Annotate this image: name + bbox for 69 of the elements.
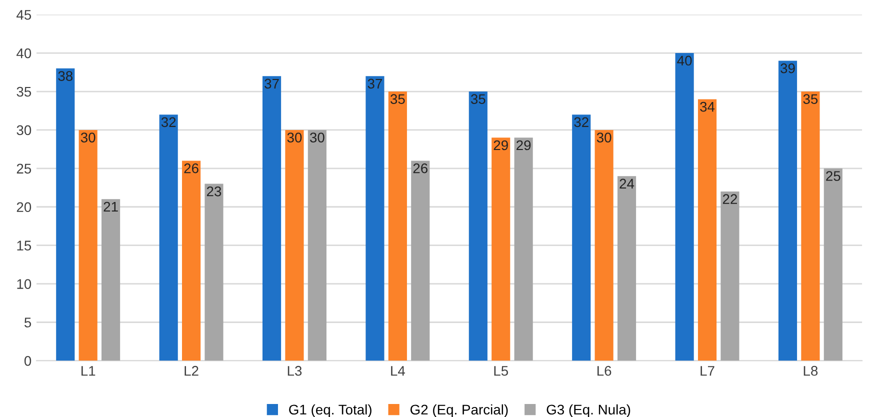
data-label: 30 bbox=[287, 132, 302, 142]
data-label: 26 bbox=[413, 163, 428, 174]
bar bbox=[801, 92, 820, 361]
bar bbox=[262, 76, 282, 361]
x-tick-label: L8 bbox=[804, 366, 818, 376]
bar bbox=[411, 160, 430, 361]
data-label: 38 bbox=[58, 71, 73, 81]
bar bbox=[204, 184, 224, 361]
data-label: 35 bbox=[803, 94, 818, 104]
bar bbox=[159, 114, 178, 361]
bar bbox=[388, 92, 407, 361]
y-tick-label: 20 bbox=[16, 202, 32, 212]
bar bbox=[572, 114, 591, 361]
y-tick-label: 15 bbox=[17, 240, 32, 251]
legend-label: G2 (Eq. Parcial) bbox=[410, 404, 508, 417]
data-label: 30 bbox=[310, 132, 324, 142]
x-tick-label: L3 bbox=[288, 366, 302, 376]
x-tick-label: L4 bbox=[391, 366, 405, 376]
y-tick-label: 25 bbox=[16, 164, 32, 174]
bar bbox=[468, 92, 488, 361]
x-tick-label: L7 bbox=[700, 366, 714, 376]
y-tick-label: 5 bbox=[24, 318, 32, 328]
data-label: 37 bbox=[264, 78, 279, 89]
bar bbox=[698, 99, 717, 361]
data-label: 29 bbox=[494, 140, 508, 150]
data-label: 29 bbox=[516, 140, 531, 150]
bar bbox=[675, 53, 694, 361]
legend-label: G1 (eq. Total) bbox=[289, 404, 372, 417]
bar bbox=[182, 160, 201, 361]
bar bbox=[102, 199, 120, 361]
x-tick-label: L2 bbox=[184, 366, 198, 376]
data-label: 22 bbox=[722, 194, 737, 204]
data-label: 34 bbox=[700, 102, 715, 112]
data-label: 32 bbox=[574, 117, 588, 128]
data-label: 21 bbox=[104, 202, 118, 212]
data-label: 37 bbox=[368, 78, 382, 89]
y-tick-label: 45 bbox=[16, 10, 32, 20]
x-tick-label: L6 bbox=[597, 366, 612, 376]
bar bbox=[285, 130, 304, 361]
bar bbox=[492, 138, 510, 361]
y-tick-label: 40 bbox=[16, 48, 32, 58]
data-label: 30 bbox=[596, 132, 612, 142]
bar bbox=[778, 60, 798, 361]
bar bbox=[78, 130, 98, 361]
legend-label: G3 (Eq. Nula) bbox=[546, 404, 630, 417]
x-tick-label: L1 bbox=[82, 366, 96, 376]
data-label: 24 bbox=[620, 178, 634, 188]
y-tick-label: 10 bbox=[17, 279, 32, 289]
bar bbox=[720, 191, 740, 361]
bar bbox=[594, 130, 614, 361]
data-label: 26 bbox=[184, 163, 198, 174]
bar bbox=[308, 130, 326, 361]
data-label: 23 bbox=[206, 186, 222, 196]
bar bbox=[56, 68, 75, 361]
data-label: 39 bbox=[780, 63, 795, 74]
data-label: 30 bbox=[80, 132, 96, 142]
bar bbox=[824, 168, 842, 361]
data-label: 40 bbox=[677, 56, 692, 66]
y-tick-label: 30 bbox=[16, 125, 32, 136]
data-label: 32 bbox=[161, 117, 176, 128]
data-label: 35 bbox=[470, 94, 486, 104]
data-label: 25 bbox=[826, 171, 840, 181]
data-label: 35 bbox=[390, 94, 405, 104]
bar bbox=[514, 138, 533, 361]
y-tick-label: 0 bbox=[24, 356, 32, 366]
x-tick-label: L5 bbox=[494, 366, 508, 376]
bar bbox=[617, 176, 636, 361]
bar bbox=[366, 76, 384, 361]
y-tick-label: 35 bbox=[16, 86, 32, 97]
